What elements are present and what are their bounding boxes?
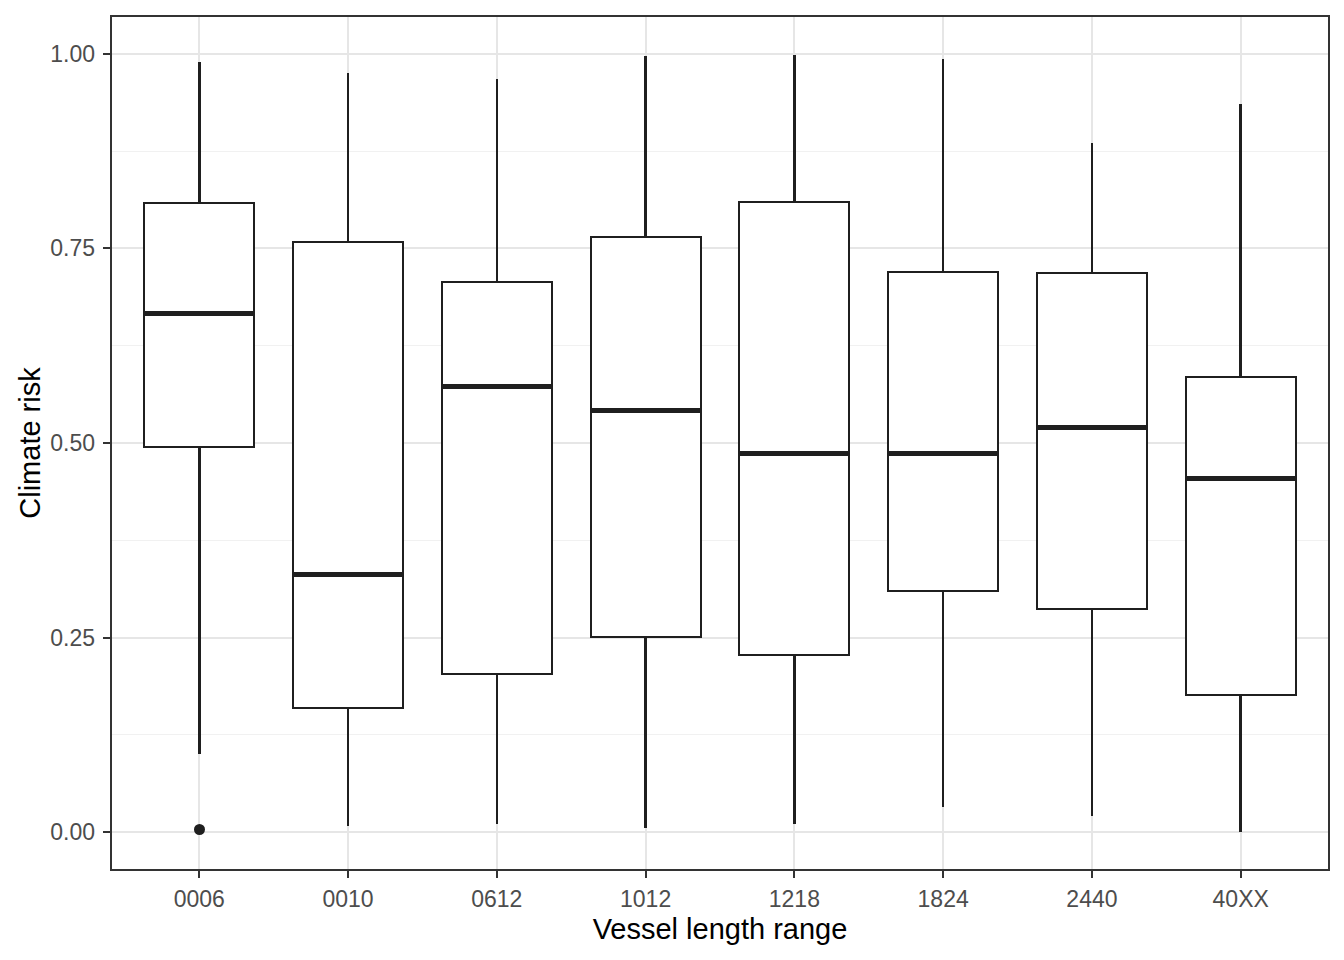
x-tick-mark [645, 871, 647, 878]
x-tick-mark [347, 871, 349, 878]
x-tick-mark [793, 871, 795, 878]
x-tick-mark [942, 871, 944, 878]
x-tick-label: 2440 [1017, 886, 1167, 912]
x-tick-label: 1824 [868, 886, 1018, 912]
panel-border [110, 15, 1330, 871]
y-tick-label: 1.00 [29, 41, 95, 67]
x-tick-label: 40XX [1166, 886, 1316, 912]
y-tick-mark [103, 247, 110, 249]
boxplot-figure: 0.000.250.500.751.00 0006001006121012121… [0, 0, 1344, 960]
y-axis-title: Climate risk [14, 367, 47, 518]
y-tick-label: 0.25 [29, 625, 95, 651]
y-tick-mark [103, 637, 110, 639]
y-tick-label: 0.00 [29, 819, 95, 845]
x-tick-label: 1012 [571, 886, 721, 912]
x-tick-mark [496, 871, 498, 878]
y-tick-mark [103, 442, 110, 444]
x-axis-title: Vessel length range [593, 913, 848, 946]
x-tick-mark [198, 871, 200, 878]
x-tick-mark [1091, 871, 1093, 878]
x-tick-label: 0006 [124, 886, 274, 912]
y-tick-mark [103, 53, 110, 55]
plot-panel [110, 15, 1330, 871]
x-tick-label: 0612 [422, 886, 572, 912]
y-tick-mark [103, 831, 110, 833]
y-tick-label: 0.75 [29, 235, 95, 261]
x-tick-label: 0010 [273, 886, 423, 912]
x-tick-label: 1218 [719, 886, 869, 912]
x-tick-mark [1240, 871, 1242, 878]
